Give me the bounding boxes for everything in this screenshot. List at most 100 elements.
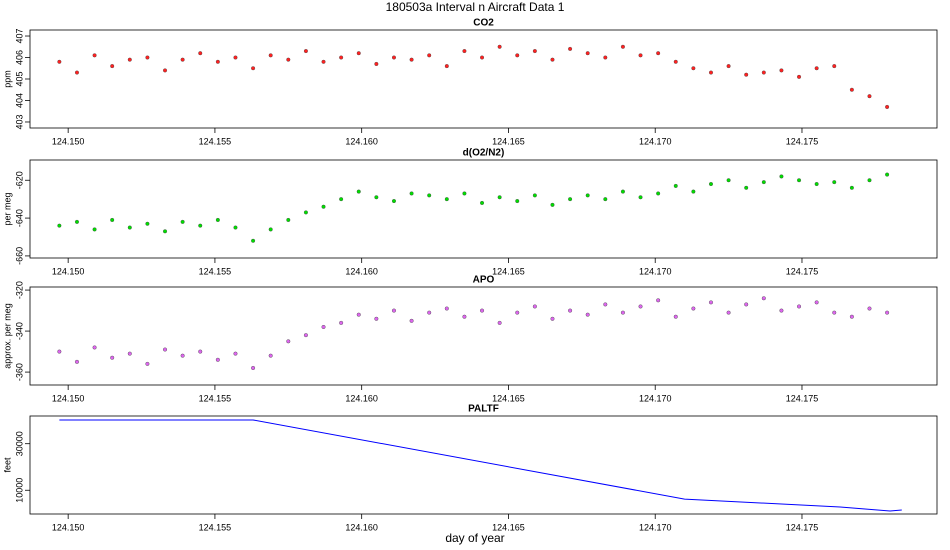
data-point xyxy=(603,197,608,202)
data-point xyxy=(532,304,537,309)
data-point xyxy=(867,306,872,311)
data-point xyxy=(409,191,414,196)
data-point xyxy=(374,195,379,200)
data-point xyxy=(585,312,590,317)
data-point xyxy=(761,296,766,301)
data-point xyxy=(321,204,326,209)
data-point xyxy=(673,314,678,319)
data-point xyxy=(163,229,168,234)
data-point xyxy=(409,57,414,62)
x-tick-label: 124.170 xyxy=(639,136,672,146)
data-point xyxy=(620,310,625,315)
x-tick-label: 124.160 xyxy=(345,266,378,276)
data-point xyxy=(673,183,678,188)
x-tick-label: 124.160 xyxy=(345,522,378,532)
data-point xyxy=(92,345,97,350)
data-point xyxy=(603,55,608,60)
x-tick-label: 124.165 xyxy=(492,266,525,276)
y-axis-label: per meg xyxy=(2,192,12,225)
data-point xyxy=(726,310,731,315)
data-point xyxy=(867,178,872,183)
data-point xyxy=(374,316,379,321)
data-point xyxy=(691,189,696,194)
data-point xyxy=(251,238,256,243)
data-point xyxy=(303,210,308,215)
data-point xyxy=(215,217,220,222)
y-tick-label: -640 xyxy=(14,209,24,227)
data-point xyxy=(532,193,537,198)
x-tick-label: 124.165 xyxy=(492,522,525,532)
data-point xyxy=(550,316,555,321)
panel-title: APO xyxy=(473,275,495,286)
data-point xyxy=(603,302,608,307)
data-point xyxy=(638,53,643,58)
y-axis-label: feet xyxy=(2,457,12,473)
data-point xyxy=(497,320,502,325)
y-tick-label: -320 xyxy=(14,281,24,299)
data-point xyxy=(339,197,344,202)
data-point xyxy=(779,308,784,313)
data-point xyxy=(198,349,203,354)
data-point xyxy=(145,221,150,226)
data-point xyxy=(656,298,661,303)
x-tick-label: 124.155 xyxy=(199,266,232,276)
data-point xyxy=(92,53,97,58)
x-tick-label: 124.155 xyxy=(199,522,232,532)
data-point xyxy=(691,66,696,71)
data-point xyxy=(726,178,731,183)
data-point xyxy=(233,55,238,60)
data-point xyxy=(339,55,344,60)
data-point xyxy=(74,359,79,364)
x-tick-label: 124.165 xyxy=(492,393,525,403)
y-tick-label: 403 xyxy=(14,114,24,129)
x-tick-label: 124.165 xyxy=(492,136,525,146)
figure-title: 180503a Interval n Aircraft Data 1 xyxy=(386,0,565,14)
data-point xyxy=(480,308,485,313)
data-point xyxy=(814,66,819,71)
panel-title: CO2 xyxy=(473,18,494,29)
x-tick-label: 124.175 xyxy=(786,266,819,276)
data-point xyxy=(585,51,590,56)
data-point xyxy=(110,64,115,69)
panel-title: d(O2/N2) xyxy=(463,148,505,159)
data-point xyxy=(832,180,837,185)
data-point xyxy=(832,310,837,315)
data-point xyxy=(321,59,326,64)
data-point xyxy=(761,70,766,75)
plot-frame xyxy=(29,159,938,259)
x-tick-label: 124.155 xyxy=(199,393,232,403)
data-point xyxy=(885,104,890,109)
data-point xyxy=(268,227,273,232)
data-point xyxy=(356,51,361,56)
data-point xyxy=(57,59,62,64)
data-point xyxy=(779,174,784,179)
data-point xyxy=(444,64,449,69)
data-point xyxy=(480,55,485,60)
data-point xyxy=(532,49,537,54)
data-point xyxy=(638,195,643,200)
data-point xyxy=(832,64,837,69)
data-point xyxy=(251,365,256,370)
x-tick-label: 124.150 xyxy=(52,393,85,403)
data-point xyxy=(145,55,150,60)
data-point xyxy=(779,68,784,73)
data-point xyxy=(797,74,802,79)
data-point xyxy=(409,318,414,323)
data-point xyxy=(849,314,854,319)
data-point xyxy=(444,197,449,202)
y-tick-label: -660 xyxy=(14,247,24,265)
data-point xyxy=(321,324,326,329)
data-point xyxy=(145,361,150,366)
plot-frame xyxy=(29,286,938,386)
y-axis-label: approx. per meg xyxy=(2,303,12,369)
y-tick-label: 404 xyxy=(14,93,24,108)
data-point xyxy=(427,310,432,315)
data-point xyxy=(356,312,361,317)
data-point xyxy=(233,225,238,230)
x-tick-label: 124.175 xyxy=(786,136,819,146)
data-point xyxy=(180,219,185,224)
data-point xyxy=(885,310,890,315)
data-point xyxy=(515,199,520,204)
data-point xyxy=(127,351,132,356)
